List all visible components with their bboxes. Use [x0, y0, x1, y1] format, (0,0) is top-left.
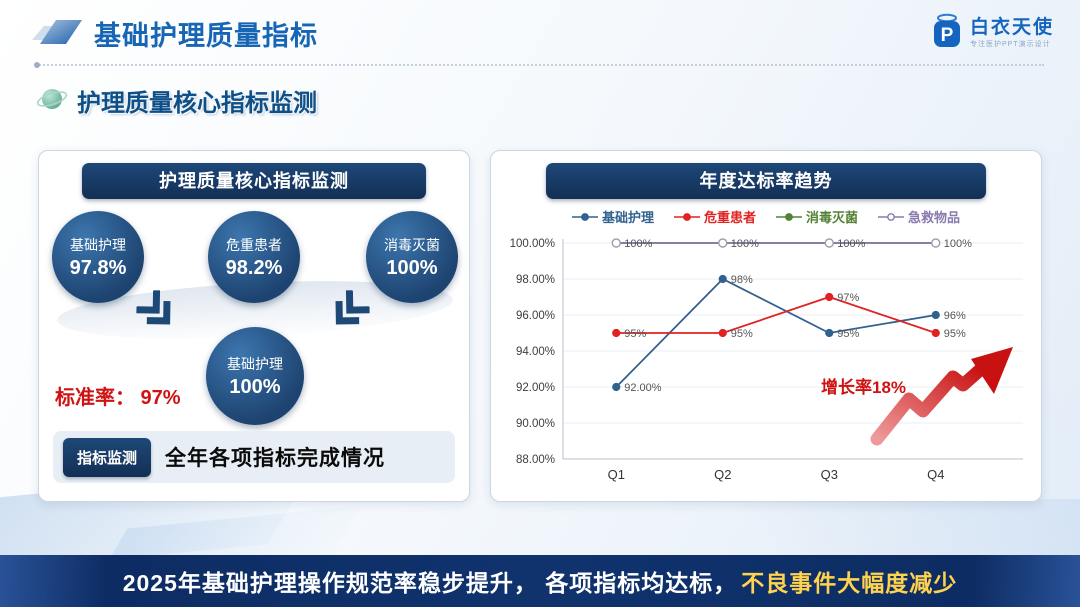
brand-logo: P 白衣天使 专注医护PPT演示设计: [931, 12, 1054, 55]
trend-panel: 年度达标率趋势 基础护理 危重患者 消毒灭菌 急救物品 88.00% 90.00% 92.…: [490, 150, 1042, 502]
speed-arrow-icon: [30, 16, 84, 51]
kpi-label: 基础护理: [70, 236, 126, 253]
section-header: 护理质量核心指标监测: [36, 82, 317, 119]
indicator-monitor-chip: 指标监测: [63, 437, 152, 477]
svg-text:95%: 95%: [944, 328, 966, 340]
svg-text:95%: 95%: [837, 328, 859, 340]
svg-text:Q2: Q2: [714, 467, 731, 482]
kpi-circle-critical-patients: 危重患者 98.2%: [208, 211, 300, 303]
angel-logo-icon: P: [931, 12, 963, 55]
svg-text:96%: 96%: [944, 310, 966, 322]
svg-text:100%: 100%: [944, 238, 972, 250]
svg-text:95%: 95%: [624, 328, 646, 340]
series-line-1: [616, 296, 937, 334]
kpi-circle-disinfection: 消毒灭菌 100%: [366, 211, 458, 303]
brand-name: 白衣天使: [969, 17, 1054, 39]
summary-banner: 2025年基础护理操作规范率稳步提升， 各项指标均达标， 不良事件大幅度减少: [0, 555, 1080, 607]
summary-highlight: 不良事件大幅度减少: [741, 570, 958, 596]
page-title: 基础护理质量指标: [94, 21, 318, 51]
legend-item: 消毒灭菌: [776, 207, 858, 226]
svg-text:94.00%: 94.00%: [516, 346, 555, 358]
indicator-footer-text: 全年各项指标完成情况: [165, 447, 386, 470]
indicator-panel: 护理质量核心指标监测 基础护理 97.8% 危重患者 98.2% 消毒灭菌 10…: [38, 150, 470, 502]
svg-text:95%: 95%: [731, 328, 753, 340]
svg-text:88.00%: 88.00%: [516, 454, 555, 466]
section-title: 护理质量核心指标监测: [77, 90, 317, 117]
legend-item: 危重患者: [673, 207, 756, 226]
kpi-circle-basic-care: 基础护理 97.8%: [52, 211, 144, 303]
right-panel-header: 年度达标率趋势: [546, 163, 986, 199]
svg-text:Q4: Q4: [927, 467, 944, 482]
logo-monogram: P: [941, 25, 954, 46]
svg-text:97%: 97%: [837, 292, 859, 304]
legend-item: 急救物品: [878, 207, 960, 226]
svg-text:Q1: Q1: [608, 467, 625, 482]
kpi-value: 100%: [229, 375, 281, 398]
standard-rate-text: 标准率： 97%: [55, 387, 181, 409]
svg-text:100.00%: 100.00%: [510, 238, 555, 250]
svg-text:Q3: Q3: [821, 467, 838, 482]
svg-text:98.00%: 98.00%: [516, 274, 555, 286]
trend-chart: 88.00% 90.00% 92.00% 94.00% 96.00% 98.00% 100.…: [510, 238, 1023, 482]
indicator-footer-bar: 指标监测 全年各项指标完成情况: [53, 431, 455, 483]
atom-sphere-icon: [36, 82, 68, 119]
svg-text:98%: 98%: [731, 274, 753, 286]
kpi-value: 97.8%: [69, 256, 127, 279]
kpi-label: 消毒灭菌: [384, 236, 440, 253]
kpi-value: 100%: [386, 256, 438, 279]
svg-text:96.00%: 96.00%: [516, 310, 555, 322]
brand-tagline: 专注医护PPT演示设计: [969, 41, 1051, 49]
legend-item: 基础护理: [571, 207, 654, 226]
svg-text:100%: 100%: [837, 238, 865, 250]
page-header: 基础护理质量指标: [30, 14, 318, 53]
summary-text: 2025年基础护理操作规范率稳步提升， 各项指标均达标，: [122, 570, 738, 596]
kpi-circle-center: 基础护理 100%: [206, 327, 304, 425]
chevron-down-left-icon: [319, 285, 376, 342]
svg-text:100%: 100%: [624, 238, 652, 250]
kpi-label: 基础护理: [227, 355, 283, 372]
svg-text:92.00%: 92.00%: [516, 382, 555, 394]
svg-text:90.00%: 90.00%: [516, 418, 555, 430]
kpi-value: 98.2%: [225, 256, 283, 279]
chart-legend: 基础护理 危重患者 消毒灭菌 急救物品: [491, 207, 1041, 226]
left-panel-header: 护理质量核心指标监测: [82, 163, 426, 199]
svg-text:100%: 100%: [731, 238, 759, 250]
header-divider: [34, 62, 1044, 68]
kpi-label: 危重患者: [226, 236, 282, 253]
svg-text:92.00%: 92.00%: [624, 382, 662, 394]
chevron-down-right-icon: [131, 285, 188, 342]
